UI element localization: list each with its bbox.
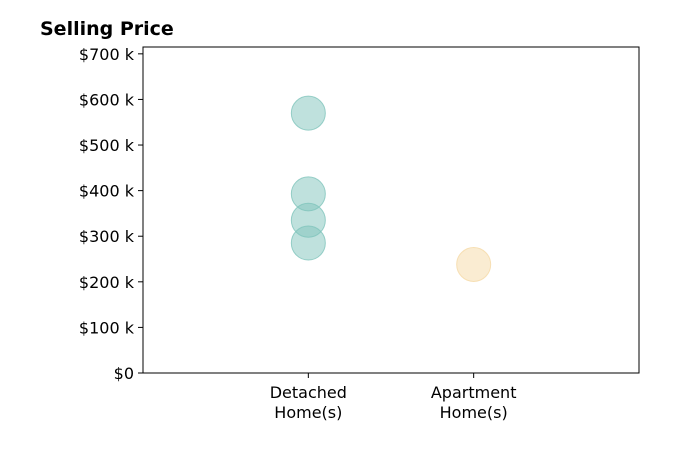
data-point <box>290 225 326 261</box>
x-category-label: Home(s) <box>274 403 342 422</box>
data-points <box>290 95 492 282</box>
y-tick-label: $200 k <box>79 273 135 292</box>
y-tick-label: $600 k <box>79 90 135 109</box>
y-tick-label: $500 k <box>79 136 135 155</box>
plot-frame <box>142 46 640 374</box>
y-tick-label: $700 k <box>79 45 135 64</box>
data-point <box>290 95 326 131</box>
chart-title: Selling Price <box>40 18 174 40</box>
y-tick-label: $300 k <box>79 227 135 246</box>
y-tick-label: $0 <box>114 364 134 383</box>
x-category-label: Detached <box>270 383 347 402</box>
data-point <box>456 246 492 282</box>
x-category-label: Apartment <box>431 383 517 402</box>
y-tick-label: $400 k <box>79 182 135 201</box>
y-axis: $0 $100 k $200 k $300 k $400 k $500 k $600 k $7… <box>79 45 143 383</box>
y-tick-label: $100 k <box>79 318 135 337</box>
x-category-label: Home(s) <box>440 403 508 422</box>
